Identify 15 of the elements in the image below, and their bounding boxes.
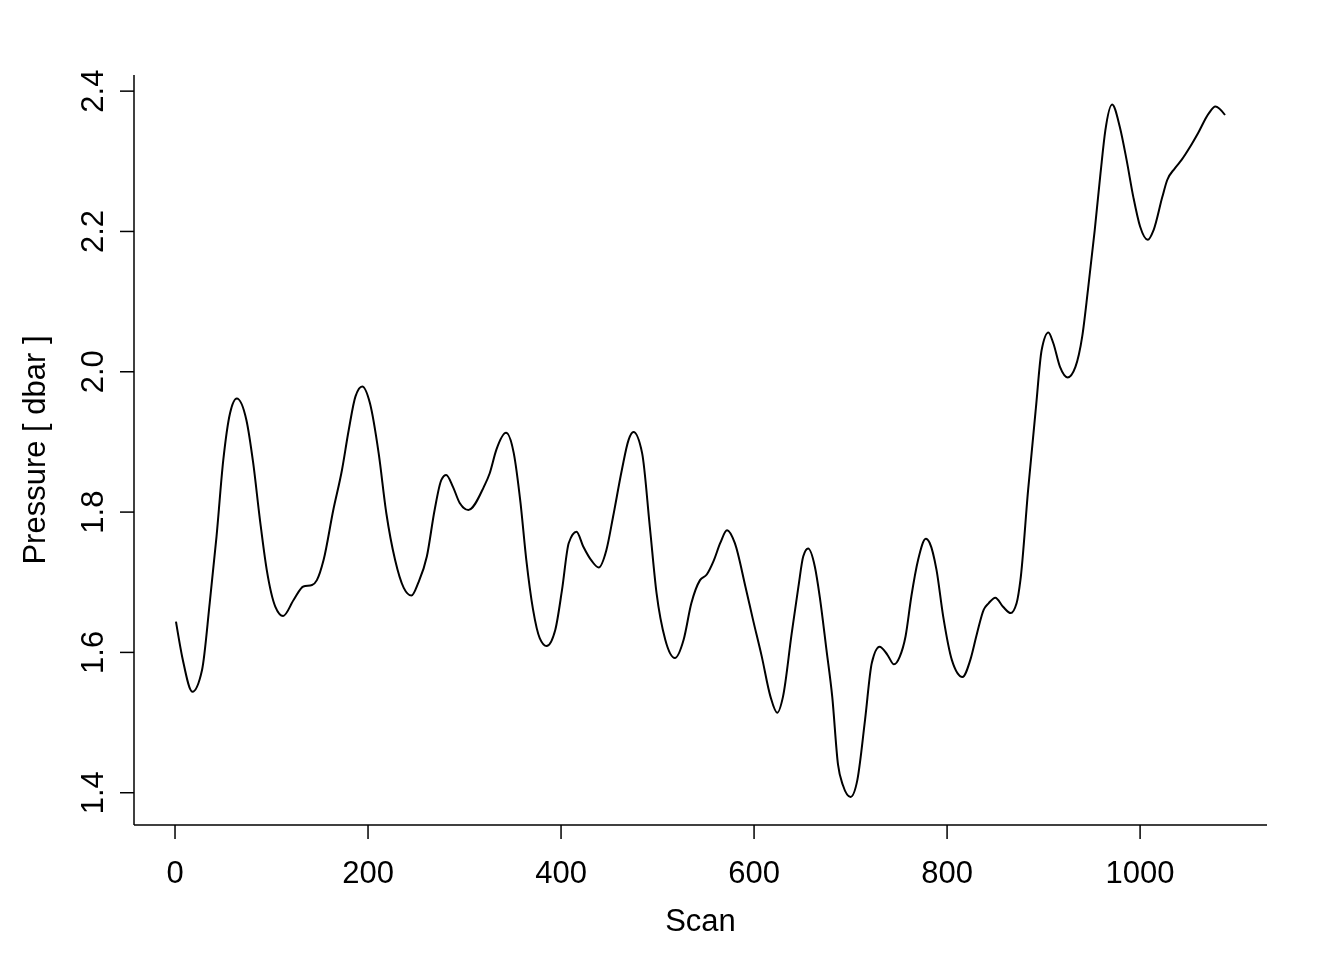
y-axis-title: Pressure [ dbar ] [17,335,52,565]
y-tick-label: 1.4 [75,771,110,815]
y-tick-label: 1.6 [75,630,110,674]
y-tick-label: 1.8 [75,490,110,534]
x-tick-label: 600 [728,855,780,890]
x-tick-label: 0 [166,855,184,890]
x-tick-label: 200 [342,855,394,890]
x-tick-label: 1000 [1105,855,1175,890]
line-series [174,103,1227,798]
y-tick-label: 2.4 [75,69,110,113]
x-tick-label: 800 [921,855,973,890]
x-tick-label: 400 [535,855,587,890]
y-tick-label: 2.0 [75,350,110,394]
x-axis-title: Scan [665,903,736,938]
y-tick-label: 2.2 [75,209,110,254]
